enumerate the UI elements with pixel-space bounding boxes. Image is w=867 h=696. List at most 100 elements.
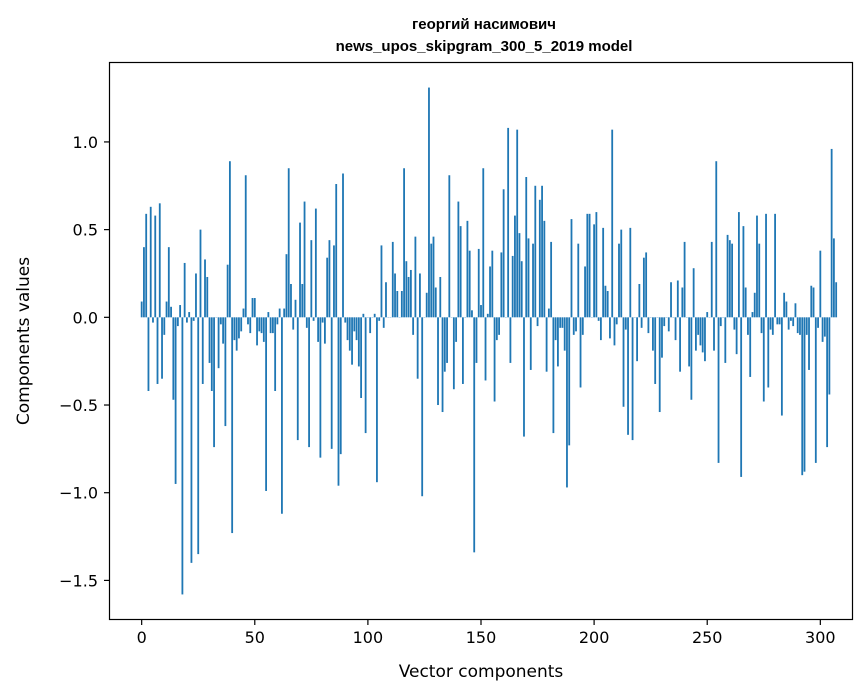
- bar-256: [719, 317, 722, 327]
- y-tick-label-4: 0.5: [73, 221, 98, 240]
- bar-71: [301, 284, 304, 318]
- bar-91: [346, 317, 349, 341]
- bar-304: [828, 317, 831, 395]
- bar-115: [400, 291, 403, 318]
- bar-253: [713, 317, 715, 351]
- x-tick-label-150: 150: [466, 628, 497, 647]
- bar-151: [482, 168, 485, 318]
- bar-133: [441, 317, 444, 413]
- bar-26: [199, 229, 202, 318]
- bar-88: [339, 317, 342, 455]
- bar-224: [647, 317, 650, 334]
- bar-203: [599, 317, 602, 341]
- bar-159: [500, 252, 503, 318]
- bar-58: [271, 317, 274, 334]
- y-tick-label-2: −0.5: [59, 396, 98, 415]
- bar-57: [269, 317, 272, 334]
- bar-164: [511, 255, 514, 318]
- bar-34: [217, 317, 220, 369]
- bar-12: [167, 247, 170, 318]
- bar-176: [538, 199, 541, 318]
- bar-18: [181, 317, 184, 595]
- bar-198: [588, 213, 591, 318]
- bar-183: [554, 317, 557, 341]
- bar-14: [172, 317, 175, 400]
- bar-25: [197, 317, 200, 555]
- bar-142: [462, 317, 464, 384]
- bar-156: [493, 317, 496, 402]
- bar-73: [305, 317, 308, 328]
- bar-174: [534, 185, 537, 318]
- bar-178: [543, 220, 546, 318]
- bar-266: [742, 226, 745, 318]
- bar-60: [276, 317, 279, 325]
- bar-56: [267, 312, 270, 318]
- bar-282: [778, 317, 781, 325]
- bar-242: [688, 317, 691, 367]
- bar-116: [403, 168, 405, 318]
- bar-283: [780, 317, 783, 416]
- bar-262: [733, 317, 736, 330]
- bar-86: [335, 184, 338, 318]
- bar-246: [697, 317, 700, 335]
- bar-162: [507, 127, 510, 318]
- bar-216: [629, 227, 632, 318]
- bar-145: [468, 250, 471, 318]
- bar-16: [176, 317, 179, 327]
- bar-168: [520, 261, 523, 318]
- bar-36: [222, 317, 225, 344]
- bar-77: [314, 208, 317, 318]
- bar-127: [428, 87, 430, 318]
- y-tick-label-5: 1.0: [73, 133, 98, 152]
- bar-22: [190, 317, 193, 563]
- bar-66: [290, 284, 292, 318]
- bar-182: [552, 317, 555, 434]
- x-tick-label-200: 200: [579, 628, 610, 647]
- bar-247: [699, 317, 702, 346]
- bar-160: [502, 189, 505, 318]
- bar-75: [310, 240, 313, 318]
- bar-211: [618, 243, 620, 318]
- bar-108: [385, 282, 387, 318]
- bar-291: [799, 317, 801, 335]
- bar-23: [192, 317, 195, 321]
- bar-65: [287, 168, 290, 318]
- bar-122: [416, 317, 419, 379]
- bar-97: [360, 317, 363, 398]
- bar-103: [373, 313, 376, 318]
- bar-5: [152, 317, 154, 323]
- bar-157: [495, 317, 498, 341]
- bar-123: [419, 273, 421, 318]
- chart-title-line1: георгий насимович: [412, 16, 556, 33]
- bar-297: [812, 287, 815, 318]
- bar-30: [208, 317, 211, 363]
- bar-271: [753, 292, 756, 318]
- bar-130: [434, 287, 437, 318]
- bar-238: [679, 317, 681, 372]
- bar-234: [670, 282, 672, 318]
- bar-39: [228, 161, 231, 318]
- bar-87: [337, 317, 340, 486]
- bar-268: [747, 317, 749, 335]
- bar-207: [609, 317, 611, 339]
- bar-72: [303, 201, 306, 318]
- bar-302: [823, 317, 826, 337]
- bar-68: [294, 299, 297, 318]
- bar-50: [253, 298, 256, 318]
- bar-13: [170, 306, 172, 318]
- bar-293: [803, 317, 806, 472]
- bar-112: [394, 273, 396, 318]
- bar-107: [382, 317, 385, 328]
- bar-197: [586, 213, 589, 318]
- y-tick-label-3: 0.0: [73, 308, 98, 327]
- bar-189: [568, 317, 571, 446]
- bar-306: [833, 238, 835, 318]
- bar-305: [830, 148, 833, 318]
- bar-76: [312, 317, 315, 321]
- bar-184: [557, 317, 559, 367]
- bar-121: [414, 236, 417, 318]
- bar-301: [821, 317, 824, 342]
- bar-294: [805, 317, 808, 335]
- bar-32: [213, 317, 215, 448]
- bar-219: [636, 317, 638, 362]
